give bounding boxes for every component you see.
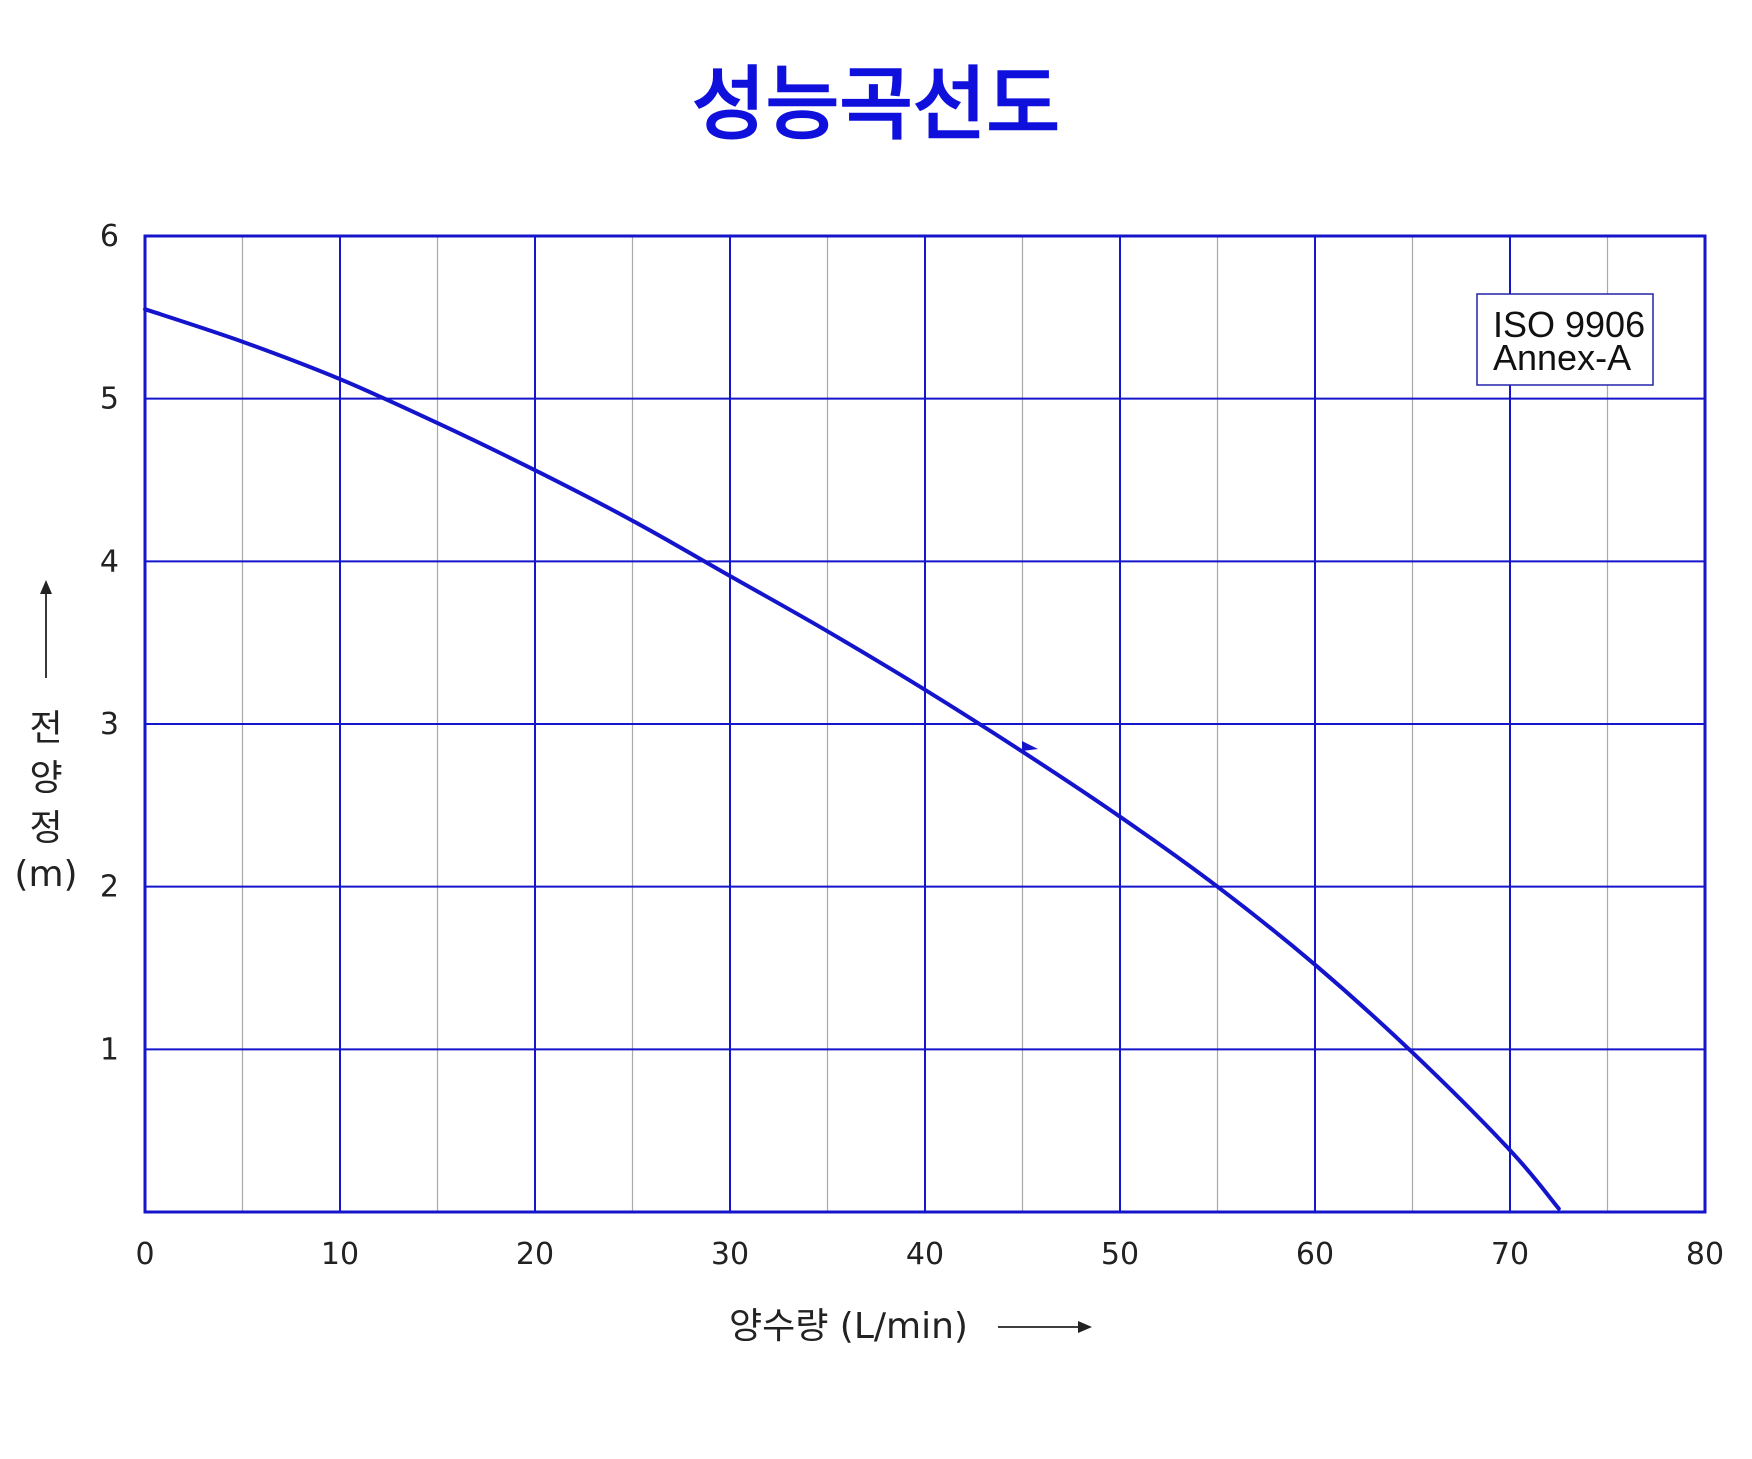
y-axis-label-char-2: 양	[29, 758, 62, 799]
y-axis-arrow-icon	[40, 580, 52, 594]
x-tick-label: 30	[711, 1237, 749, 1272]
y-axis-title: 전 양 정 (m)	[14, 580, 78, 895]
head-flow-curve	[143, 307, 1561, 1211]
chart-title: 성능곡선도	[692, 58, 1060, 151]
x-tick-label: 20	[516, 1237, 554, 1272]
y-tick-label: 6	[100, 219, 119, 254]
x-tick-label: 0	[135, 1237, 154, 1272]
y-tick-label: 2	[100, 870, 119, 905]
x-tick-label: 60	[1296, 1237, 1334, 1272]
y-tick-label: 5	[100, 382, 119, 417]
x-tick-label: 40	[906, 1237, 944, 1272]
plot-frame	[143, 234, 1707, 1214]
x-tick-label: 80	[1686, 1237, 1724, 1272]
x-axis-label: 양수량 (L/min)	[729, 1306, 968, 1347]
x-tick-label: 50	[1101, 1237, 1139, 1272]
y-tick-label: 4	[100, 544, 119, 579]
standard-line-1: ISO 9906	[1493, 304, 1645, 345]
standard-line-2: Annex-A	[1493, 337, 1631, 378]
x-axis-arrow-icon	[1078, 1321, 1092, 1333]
y-tick-labels: 1 2 3 4 5 6	[100, 219, 119, 1067]
x-tick-label: 10	[321, 1237, 359, 1272]
y-tick-label: 3	[100, 707, 119, 742]
standard-box: ISO 9906 Annex-A	[1476, 293, 1654, 386]
curve-direction-arrow	[1022, 741, 1038, 751]
major-gridlines	[145, 236, 1705, 1212]
y-tick-label: 1	[100, 1032, 119, 1067]
y-axis-label-char-1: 전	[29, 708, 62, 749]
x-tick-label: 70	[1491, 1237, 1529, 1272]
x-axis-title: 양수량 (L/min)	[729, 1306, 1092, 1347]
y-axis-label-unit: (m)	[14, 854, 77, 895]
y-axis-label-char-3: 정	[29, 808, 62, 849]
x-tick-labels: 0 10 20 30 40 50 60 70 80	[135, 1237, 1724, 1272]
